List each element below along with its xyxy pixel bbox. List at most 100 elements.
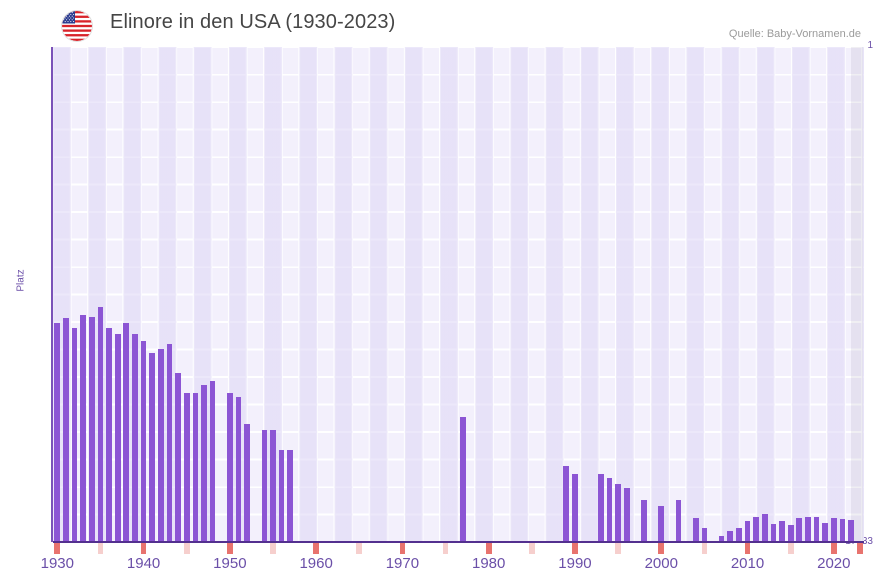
x-axis-tick (693, 543, 699, 554)
bar[interactable] (753, 517, 759, 542)
x-axis-label: 1990 (558, 555, 592, 572)
bar[interactable] (761, 514, 768, 542)
bar[interactable] (201, 385, 207, 542)
bar[interactable] (149, 353, 156, 542)
x-axis-tick (460, 543, 466, 554)
x-axis-tick (193, 543, 199, 554)
x-axis-tick (262, 543, 268, 554)
x-axis-tick (701, 543, 708, 554)
bar[interactable] (736, 528, 742, 542)
x-axis-tick (279, 543, 285, 554)
bar[interactable] (88, 317, 95, 542)
bar[interactable] (235, 397, 242, 542)
bar[interactable] (209, 381, 216, 542)
bar[interactable] (563, 466, 570, 542)
bar[interactable] (623, 488, 630, 542)
x-axis-tick (598, 543, 604, 554)
bar[interactable] (641, 500, 647, 542)
bar[interactable] (830, 518, 837, 542)
bar[interactable] (244, 424, 250, 542)
bar[interactable] (822, 523, 829, 542)
x-axis-tick (434, 543, 440, 554)
x-axis-tick-marks (53, 543, 864, 555)
bar[interactable] (796, 518, 803, 542)
bar[interactable] (813, 517, 820, 542)
bar[interactable] (261, 430, 268, 542)
bar[interactable] (227, 393, 233, 542)
x-axis-tick (762, 543, 768, 554)
x-axis-tick (253, 543, 259, 554)
x-axis-tick (494, 543, 500, 554)
x-axis-label: 1970 (385, 555, 420, 572)
x-axis-tick (270, 543, 276, 554)
bar[interactable] (572, 474, 578, 542)
bar[interactable] (459, 417, 466, 542)
bar[interactable] (598, 474, 604, 542)
bar[interactable] (71, 328, 78, 542)
x-axis-tick (736, 543, 742, 554)
x-axis-tick (442, 543, 449, 554)
bar[interactable] (727, 531, 734, 542)
bar[interactable] (270, 430, 276, 542)
chart-header: Elinore in den USA (1930-2023) Quelle: B… (0, 0, 873, 46)
x-axis-tick (322, 543, 328, 554)
bar[interactable] (80, 315, 87, 542)
x-axis-tick (477, 543, 483, 554)
bar[interactable] (779, 521, 785, 542)
bar[interactable] (606, 478, 613, 542)
x-axis-tick (589, 543, 595, 554)
x-axis-tick (658, 543, 665, 554)
bar[interactable] (658, 506, 665, 542)
x-axis-tick (814, 543, 820, 554)
x-axis-tick (650, 543, 656, 554)
x-axis-label: 2020 (817, 555, 851, 572)
x-axis-tick (771, 543, 777, 554)
x-axis-tick (744, 543, 751, 554)
bar[interactable] (97, 307, 104, 542)
bar[interactable] (166, 344, 173, 542)
x-axis-tick (97, 543, 104, 554)
x-axis-tick (641, 543, 647, 554)
no-data-shaded-region (851, 47, 864, 542)
bar[interactable] (848, 520, 854, 542)
x-axis-tick (581, 543, 587, 554)
bar[interactable] (744, 521, 751, 542)
bar[interactable] (675, 500, 682, 542)
bar[interactable] (175, 373, 181, 542)
x-axis-tick (305, 543, 311, 554)
bar[interactable] (63, 318, 69, 542)
bar[interactable] (140, 341, 147, 542)
x-axis-label: 1940 (126, 555, 161, 572)
x-axis-tick (72, 543, 78, 554)
x-axis-tick (719, 543, 725, 554)
x-axis-tick (140, 543, 147, 554)
bar[interactable] (805, 517, 811, 542)
bar[interactable] (839, 519, 846, 542)
bar[interactable] (106, 328, 112, 542)
bar[interactable] (701, 528, 708, 542)
x-axis-tick (528, 543, 535, 554)
x-axis-tick (227, 543, 233, 554)
bar[interactable] (787, 525, 794, 542)
bar[interactable] (718, 536, 725, 542)
bar[interactable] (192, 393, 199, 542)
x-axis-tick (840, 543, 846, 554)
bar[interactable] (692, 518, 699, 542)
bar[interactable] (132, 334, 138, 542)
chart-plot-area (53, 47, 864, 542)
bar[interactable] (183, 393, 190, 542)
bar[interactable] (123, 323, 130, 542)
bar[interactable] (615, 484, 621, 542)
bar[interactable] (114, 334, 121, 542)
bar[interactable] (54, 323, 61, 542)
bar[interactable] (287, 450, 294, 542)
x-axis-tick (787, 543, 794, 554)
bar[interactable] (157, 349, 164, 542)
bar[interactable] (770, 524, 777, 542)
x-axis-label: 1960 (299, 555, 333, 572)
x-axis-tick (106, 543, 112, 554)
x-axis-tick (848, 543, 854, 554)
bar[interactable] (278, 450, 285, 542)
x-axis-tick (727, 543, 733, 554)
x-axis-tick (555, 543, 561, 554)
